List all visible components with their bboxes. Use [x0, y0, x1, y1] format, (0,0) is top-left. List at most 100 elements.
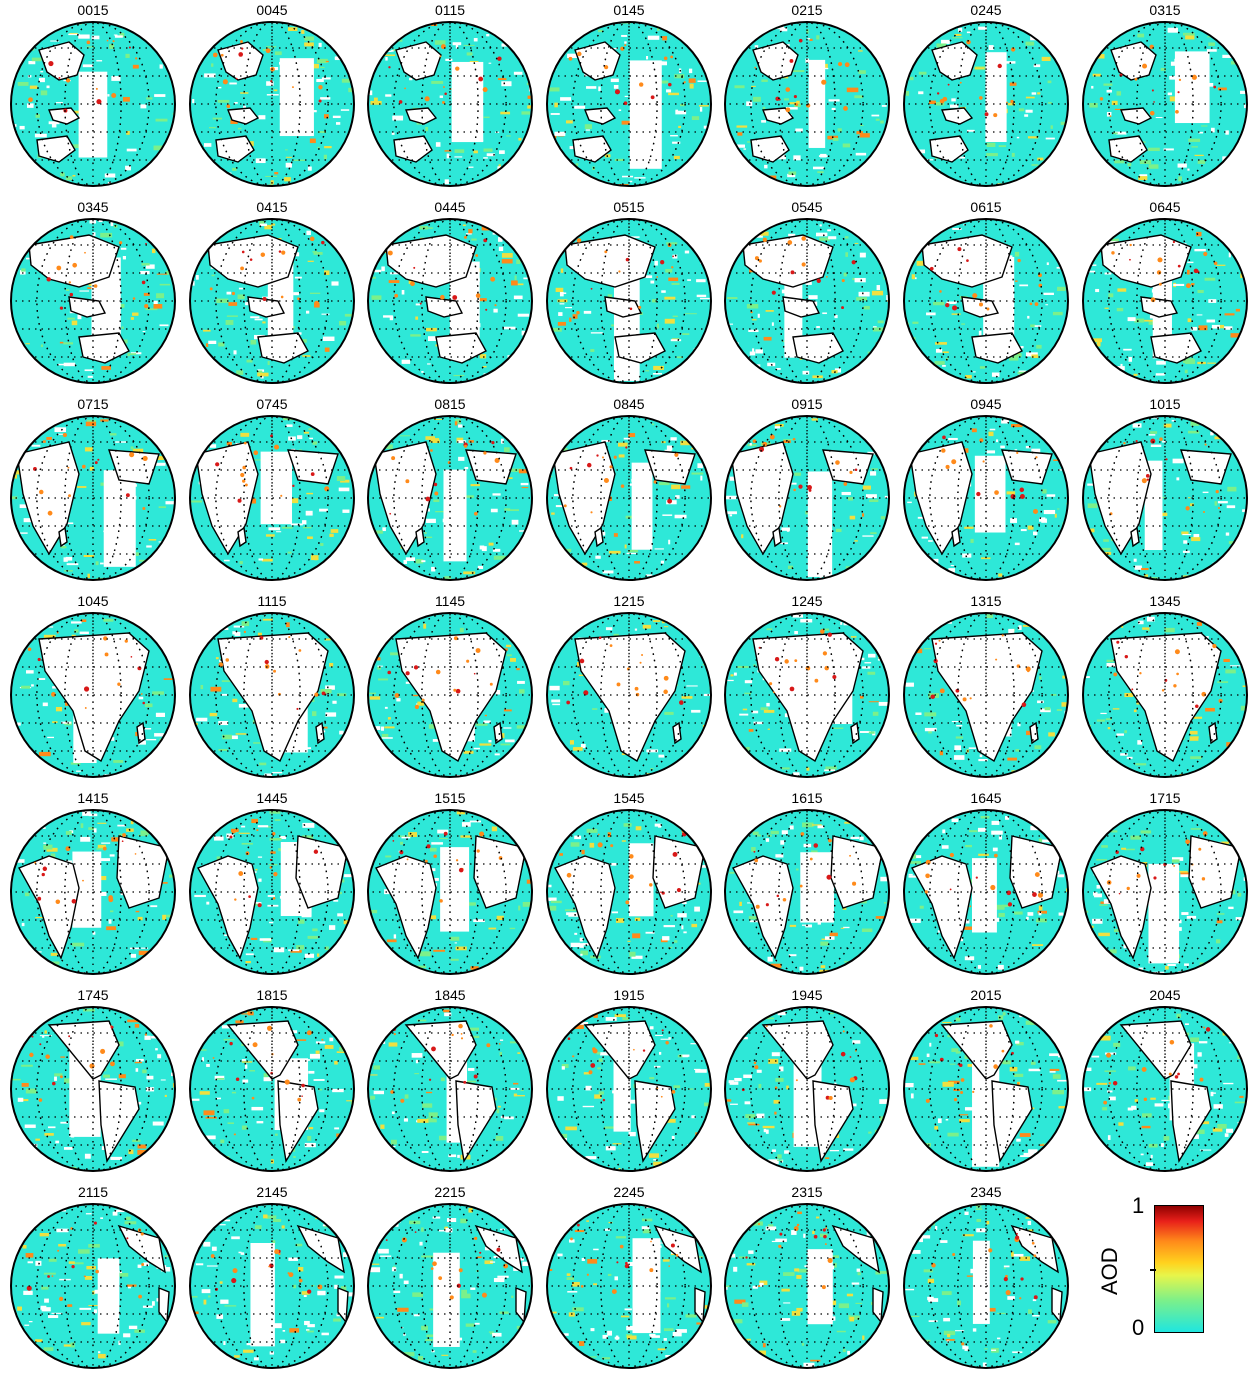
colorbar-label: AOD — [1090, 1255, 1130, 1295]
panel-time-label: 0745 — [183, 396, 361, 412]
panel-time-label: 1045 — [4, 593, 182, 609]
panel-time-label: 1115 — [183, 593, 361, 609]
globe-panel: 1145 — [361, 591, 539, 785]
panel-time-label: 0715 — [4, 396, 182, 412]
globe-map — [9, 611, 177, 779]
globe-map — [9, 217, 177, 385]
panel-time-label: 0145 — [540, 2, 718, 18]
globe-map — [902, 808, 1070, 976]
globe-panel: 2045 — [1076, 985, 1251, 1179]
panel-time-label: 1745 — [4, 987, 182, 1003]
globe-panel: 1245 — [718, 591, 896, 785]
globe-panel: 0445 — [361, 197, 539, 391]
globe-map — [1081, 414, 1249, 582]
globe-panel: 1345 — [1076, 591, 1251, 785]
panel-time-label: 0245 — [897, 2, 1075, 18]
globe-panel: 0145 — [540, 0, 718, 194]
aod-colorbar: AOD 1 0 — [1090, 1195, 1220, 1340]
globe-panel: 1815 — [183, 985, 361, 1179]
panel-time-label: 2145 — [183, 1184, 361, 1200]
panel-time-label: 1715 — [1076, 790, 1251, 806]
panel-time-label: 0345 — [4, 199, 182, 215]
globe-panel: 1215 — [540, 591, 718, 785]
globe-panel: 1045 — [4, 591, 182, 785]
colorbar-min-label: 0 — [1132, 1317, 1144, 1339]
globe-panel: 0045 — [183, 0, 361, 194]
panel-time-label: 2015 — [897, 987, 1075, 1003]
globe-map — [1081, 808, 1249, 976]
globe-map — [9, 1005, 177, 1173]
globe-panel: 2145 — [183, 1182, 361, 1376]
colorbar-gradient — [1154, 1205, 1204, 1333]
globe-map — [1081, 1005, 1249, 1173]
globe-map — [366, 1005, 534, 1173]
globe-map — [1081, 611, 1249, 779]
colorbar-mid-tick — [1150, 1269, 1156, 1271]
globe-panel: 1415 — [4, 788, 182, 982]
globe-panel: 1945 — [718, 985, 896, 1179]
globe-map — [188, 1202, 356, 1370]
globe-panel: 0115 — [361, 0, 539, 194]
globe-map — [188, 217, 356, 385]
panel-time-label: 0415 — [183, 199, 361, 215]
panel-time-label: 0615 — [897, 199, 1075, 215]
globe-panel: 1645 — [897, 788, 1075, 982]
globe-map — [723, 1202, 891, 1370]
globe-panel: 0515 — [540, 197, 718, 391]
globe-map — [545, 611, 713, 779]
globe-map — [545, 414, 713, 582]
panel-time-label: 2245 — [540, 1184, 718, 1200]
panel-time-label: 0215 — [718, 2, 896, 18]
globe-panel: 1915 — [540, 985, 718, 1179]
globe-map — [9, 414, 177, 582]
globe-map — [723, 20, 891, 188]
globe-panel: 0645 — [1076, 197, 1251, 391]
globe-map — [188, 414, 356, 582]
panel-time-label: 0645 — [1076, 199, 1251, 215]
panel-time-label: 0915 — [718, 396, 896, 412]
globe-map — [545, 808, 713, 976]
globe-panel: 2215 — [361, 1182, 539, 1376]
colorbar-max-label: 1 — [1132, 1195, 1144, 1217]
globe-panel: 1745 — [4, 985, 182, 1179]
globe-map — [902, 414, 1070, 582]
panel-time-label: 1215 — [540, 593, 718, 609]
globe-panel: 0915 — [718, 394, 896, 588]
panel-time-label: 2315 — [718, 1184, 896, 1200]
globe-map — [545, 1005, 713, 1173]
globe-map — [1081, 217, 1249, 385]
globe-map — [188, 611, 356, 779]
globe-panel: 1115 — [183, 591, 361, 785]
panel-time-label: 1515 — [361, 790, 539, 806]
globe-map — [723, 217, 891, 385]
globe-map — [902, 1005, 1070, 1173]
panel-time-label: 1945 — [718, 987, 896, 1003]
globe-panel: 0715 — [4, 394, 182, 588]
globe-panel: 0815 — [361, 394, 539, 588]
globe-map — [366, 20, 534, 188]
globe-panel: 0315 — [1076, 0, 1251, 194]
globe-panel: 0545 — [718, 197, 896, 391]
globe-map — [366, 1202, 534, 1370]
panel-time-label: 1015 — [1076, 396, 1251, 412]
globe-panel: 2115 — [4, 1182, 182, 1376]
panel-time-label: 0315 — [1076, 2, 1251, 18]
globe-map — [366, 414, 534, 582]
panel-time-label: 0815 — [361, 396, 539, 412]
panel-time-label: 2345 — [897, 1184, 1075, 1200]
globe-panel: 0345 — [4, 197, 182, 391]
globe-map — [902, 217, 1070, 385]
globe-panel: 1615 — [718, 788, 896, 982]
globe-map — [723, 808, 891, 976]
panel-time-label: 0545 — [718, 199, 896, 215]
globe-map — [188, 1005, 356, 1173]
globe-map — [366, 808, 534, 976]
panel-time-label: 1415 — [4, 790, 182, 806]
globe-panel: 1015 — [1076, 394, 1251, 588]
panel-time-label: 0115 — [361, 2, 539, 18]
panel-time-label: 0845 — [540, 396, 718, 412]
globe-map — [545, 1202, 713, 1370]
globe-map — [723, 414, 891, 582]
panel-time-label: 2215 — [361, 1184, 539, 1200]
